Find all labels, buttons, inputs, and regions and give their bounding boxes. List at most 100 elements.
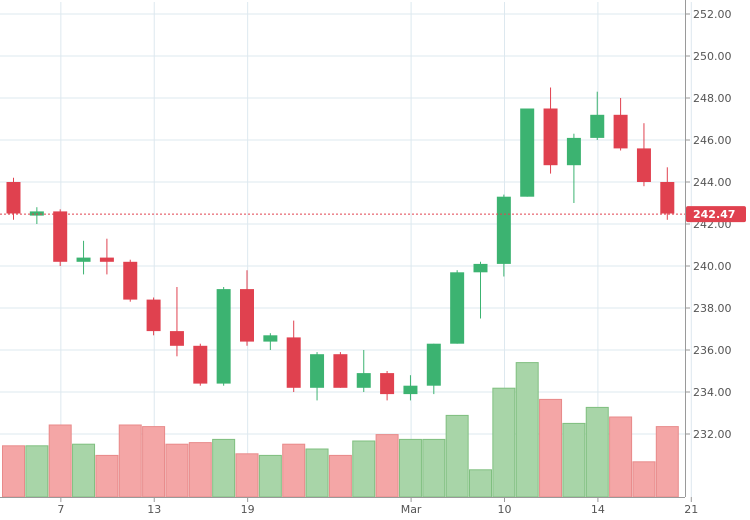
candle-body xyxy=(613,114,628,149)
candle-body xyxy=(29,211,44,216)
volume-bar xyxy=(72,443,96,498)
x-tick-label: 19 xyxy=(241,503,255,516)
volume-bar xyxy=(375,434,399,498)
volume-bar xyxy=(95,454,119,498)
x-tick-label: 7 xyxy=(57,503,64,516)
last-price-tag: 242.47 xyxy=(686,206,746,223)
volume-bar xyxy=(398,438,422,498)
candle xyxy=(356,350,371,392)
volume-bar xyxy=(2,445,25,498)
candle-body xyxy=(566,137,581,166)
volume-bar xyxy=(48,424,72,498)
candle xyxy=(216,287,231,386)
volume-bar xyxy=(282,443,306,498)
candle xyxy=(76,240,91,275)
candle xyxy=(660,167,675,220)
candle xyxy=(520,108,535,197)
volume-bar xyxy=(422,438,446,498)
x-tick-label: Mar xyxy=(401,503,422,516)
volume-bars xyxy=(2,362,679,498)
volume-bar xyxy=(609,416,633,498)
candle-body xyxy=(543,108,558,166)
y-tick-label: 238.00 xyxy=(693,302,732,315)
candle xyxy=(193,343,208,386)
candle xyxy=(169,287,184,357)
volume-bar xyxy=(445,414,469,498)
y-tick-label: 236.00 xyxy=(693,344,732,357)
candle-body xyxy=(426,343,441,386)
y-tick-label: 232.00 xyxy=(693,428,732,441)
volume-bar xyxy=(188,442,212,498)
candle xyxy=(310,352,325,401)
candle xyxy=(6,177,21,220)
volume-bar xyxy=(258,454,282,498)
candle-body xyxy=(403,385,418,395)
volume-bar xyxy=(469,469,492,498)
candle xyxy=(613,98,628,151)
candle-body xyxy=(123,261,138,300)
candle xyxy=(99,238,114,275)
candle-body xyxy=(356,373,371,388)
candle-body xyxy=(310,354,325,388)
candle-body xyxy=(6,182,21,214)
grid xyxy=(0,2,692,497)
volume-bar xyxy=(212,438,236,498)
candle xyxy=(146,297,161,336)
candle-body xyxy=(636,148,651,182)
candle-body xyxy=(263,335,278,342)
candle-body xyxy=(240,289,254,342)
volume-bar xyxy=(25,445,49,498)
volume-bar xyxy=(539,398,563,498)
volume-bar xyxy=(165,443,189,498)
candle xyxy=(543,87,558,174)
candle xyxy=(426,343,441,395)
candle-body xyxy=(450,272,465,344)
candle-body xyxy=(590,114,605,138)
candle xyxy=(473,261,488,319)
volume-bar xyxy=(118,424,142,498)
candle xyxy=(403,375,418,401)
candle-body xyxy=(99,257,114,262)
candle-body xyxy=(473,263,488,273)
candle xyxy=(53,209,68,266)
last-price-label: 242.47 xyxy=(693,208,735,221)
volume-bar xyxy=(515,362,539,498)
y-tick-label: 252.00 xyxy=(693,8,732,21)
candle xyxy=(450,270,465,344)
y-axis-ticks: 252.00250.00248.00246.00244.00242.00240.… xyxy=(685,8,732,441)
candle-body xyxy=(76,257,91,262)
y-tick-label: 240.00 xyxy=(693,260,732,273)
candle-body xyxy=(520,108,535,197)
volume-bar xyxy=(352,440,376,498)
candle-body xyxy=(380,373,395,395)
y-tick-label: 248.00 xyxy=(693,92,732,105)
x-tick-label: 21 xyxy=(684,503,698,516)
volume-bar xyxy=(328,454,352,498)
candle xyxy=(380,371,395,401)
volume-bar xyxy=(492,387,516,498)
candle-body xyxy=(193,345,208,384)
x-axis-ticks: 7 13 19 Mar 10 14 21 xyxy=(57,497,698,516)
candle xyxy=(566,133,581,203)
y-tick-label: 234.00 xyxy=(693,386,732,399)
candle-body xyxy=(53,211,68,262)
candle xyxy=(590,91,605,140)
x-tick-label: 14 xyxy=(591,503,605,516)
y-tick-label: 244.00 xyxy=(693,176,732,189)
candle xyxy=(263,333,278,350)
candles xyxy=(6,87,675,401)
candle xyxy=(240,270,254,346)
volume-bar xyxy=(142,426,166,498)
candle-body xyxy=(169,331,184,346)
candle xyxy=(29,207,44,224)
volume-bar xyxy=(655,426,679,498)
volume-bar xyxy=(585,406,609,498)
volume-bar xyxy=(562,422,586,498)
candle xyxy=(496,194,511,277)
volume-bar xyxy=(305,448,329,498)
candle-body xyxy=(216,289,231,384)
candle-body xyxy=(146,299,161,332)
candle-body xyxy=(286,337,301,388)
candle xyxy=(286,320,301,392)
